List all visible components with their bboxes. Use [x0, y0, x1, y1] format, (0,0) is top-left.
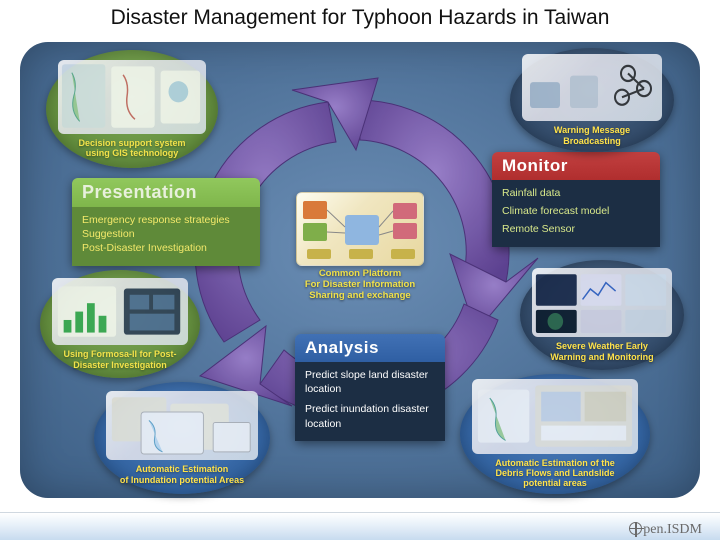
footer-logo-text: pen.ISDM [643, 522, 702, 537]
bubble-caption: Severe Weather EarlyWarning and Monitori… [550, 341, 653, 362]
stage-monitor: Monitor Rainfall data Climate forecast m… [492, 152, 660, 247]
globe-icon [629, 522, 642, 535]
bubble-caption: Using Formosa-II for Post-Disaster Inves… [63, 349, 176, 370]
bubble-bot-right: Automatic Estimation of theDebris Flows … [460, 374, 650, 494]
diagram-panel: Common PlatformFor Disaster InformationS… [20, 42, 700, 498]
page-title: Disaster Management for Typhoon Hazards … [0, 6, 720, 30]
stage-analysis-header: Analysis [295, 334, 445, 362]
bubble-image [472, 379, 638, 453]
stage-item: Predict inundation disaster location [305, 402, 435, 430]
bubble-caption: Automatic Estimationof Inundation potent… [120, 464, 244, 485]
stage-item: Predict slope land disaster location [305, 368, 435, 396]
bubble-image [522, 54, 662, 121]
bubble-image [532, 268, 672, 337]
center-platform-image [296, 192, 424, 266]
bubble-caption: Decision support systemusing GIS technol… [78, 138, 185, 159]
stage-monitor-body: Rainfall data Climate forecast model Rem… [492, 180, 660, 247]
bubble-mid-left: Using Formosa-II for Post-Disaster Inves… [40, 270, 200, 378]
center-caption: Common PlatformFor Disaster InformationS… [305, 269, 415, 302]
stage-analysis-body: Predict slope land disaster location Pre… [295, 362, 445, 441]
bubble-mid-right: Severe Weather EarlyWarning and Monitori… [520, 260, 684, 370]
stage-presentation-body: Emergency response strategies Suggestion… [72, 207, 260, 266]
stage-item: Post-Disaster Investigation [82, 241, 250, 255]
stage-item: Emergency response strategies [82, 213, 250, 227]
bubble-top-left: Decision support systemusing GIS technol… [46, 50, 218, 168]
footer-logo: pen.ISDM [629, 520, 702, 538]
slide: Disaster Management for Typhoon Hazards … [0, 0, 720, 540]
stage-presentation: Presentation Emergency response strategi… [72, 178, 260, 266]
bubble-bot-left: Automatic Estimationof Inundation potent… [94, 382, 270, 494]
footer-bar [0, 512, 720, 540]
bubble-caption: Warning MessageBroadcasting [554, 125, 630, 146]
bubble-top-right: Warning MessageBroadcasting [510, 48, 674, 152]
stage-item: Remote Sensor [502, 222, 650, 236]
center-platform: Common PlatformFor Disaster InformationS… [296, 192, 424, 302]
stage-item: Rainfall data [502, 186, 650, 200]
stage-presentation-header: Presentation [72, 178, 260, 207]
bubble-caption: Automatic Estimation of theDebris Flows … [495, 458, 615, 489]
stage-item: Suggestion [82, 227, 250, 241]
bubble-image [58, 60, 206, 134]
bubble-image [52, 278, 188, 345]
stage-item: Climate forecast model [502, 204, 650, 218]
stage-monitor-header: Monitor [492, 152, 660, 180]
stage-analysis: Analysis Predict slope land disaster loc… [295, 334, 445, 441]
bubble-image [106, 391, 258, 460]
